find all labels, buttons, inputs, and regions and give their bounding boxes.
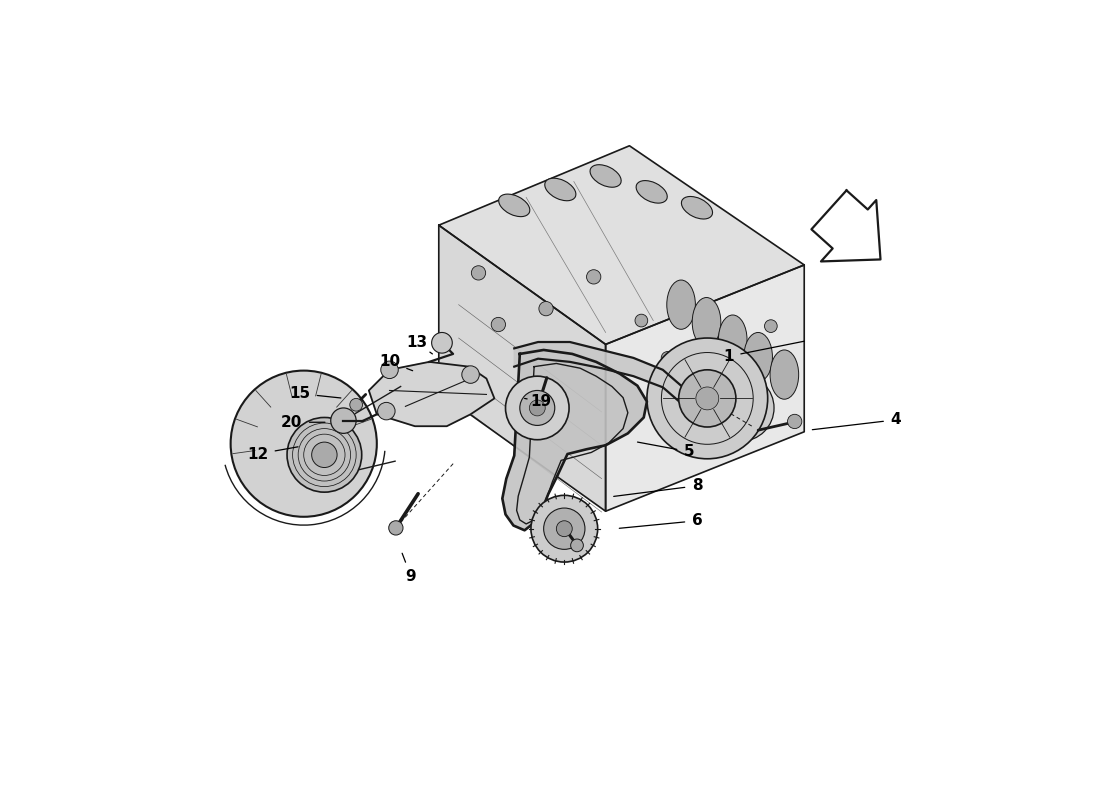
Circle shape bbox=[788, 414, 802, 429]
Circle shape bbox=[742, 400, 755, 413]
Circle shape bbox=[388, 521, 403, 535]
Ellipse shape bbox=[667, 280, 695, 330]
Text: 20: 20 bbox=[282, 414, 324, 430]
Circle shape bbox=[377, 402, 395, 420]
Circle shape bbox=[539, 302, 553, 316]
Polygon shape bbox=[503, 350, 647, 530]
Circle shape bbox=[472, 266, 486, 280]
Circle shape bbox=[557, 521, 572, 537]
Circle shape bbox=[381, 361, 398, 378]
Text: 9: 9 bbox=[403, 554, 416, 584]
Ellipse shape bbox=[770, 350, 799, 399]
Text: 6: 6 bbox=[619, 514, 702, 528]
Text: 5: 5 bbox=[638, 442, 694, 459]
Text: 12: 12 bbox=[248, 446, 298, 462]
Circle shape bbox=[543, 508, 585, 550]
Polygon shape bbox=[439, 226, 606, 511]
Circle shape bbox=[462, 366, 480, 383]
Circle shape bbox=[696, 387, 718, 410]
Circle shape bbox=[635, 314, 648, 327]
Text: 13: 13 bbox=[406, 335, 432, 354]
Circle shape bbox=[571, 539, 583, 552]
Circle shape bbox=[586, 270, 601, 284]
Ellipse shape bbox=[692, 298, 720, 346]
Ellipse shape bbox=[498, 194, 530, 217]
Circle shape bbox=[311, 442, 337, 467]
Circle shape bbox=[707, 374, 774, 442]
Ellipse shape bbox=[544, 178, 576, 201]
Circle shape bbox=[647, 338, 768, 458]
Circle shape bbox=[703, 376, 715, 389]
Text: 15: 15 bbox=[289, 386, 341, 401]
Ellipse shape bbox=[744, 333, 772, 382]
Text: 19: 19 bbox=[525, 394, 551, 409]
Text: 1: 1 bbox=[724, 342, 804, 364]
Text: 8: 8 bbox=[614, 478, 702, 496]
Ellipse shape bbox=[681, 197, 713, 219]
Circle shape bbox=[723, 390, 758, 426]
Text: 4: 4 bbox=[812, 412, 901, 430]
Polygon shape bbox=[812, 190, 880, 262]
Circle shape bbox=[431, 333, 452, 353]
Polygon shape bbox=[606, 265, 804, 511]
Polygon shape bbox=[439, 146, 804, 344]
Polygon shape bbox=[368, 362, 494, 426]
Ellipse shape bbox=[590, 165, 621, 187]
Circle shape bbox=[350, 398, 363, 411]
Ellipse shape bbox=[636, 181, 668, 203]
Circle shape bbox=[492, 318, 506, 332]
Polygon shape bbox=[515, 342, 686, 408]
Circle shape bbox=[531, 495, 597, 562]
Circle shape bbox=[679, 370, 736, 427]
Ellipse shape bbox=[718, 315, 747, 364]
Circle shape bbox=[231, 370, 377, 517]
Circle shape bbox=[520, 390, 554, 426]
Circle shape bbox=[331, 408, 356, 434]
Circle shape bbox=[661, 351, 674, 364]
Circle shape bbox=[764, 320, 778, 333]
Circle shape bbox=[287, 418, 362, 492]
Circle shape bbox=[529, 400, 546, 416]
Circle shape bbox=[506, 376, 569, 440]
Text: 10: 10 bbox=[379, 354, 412, 370]
